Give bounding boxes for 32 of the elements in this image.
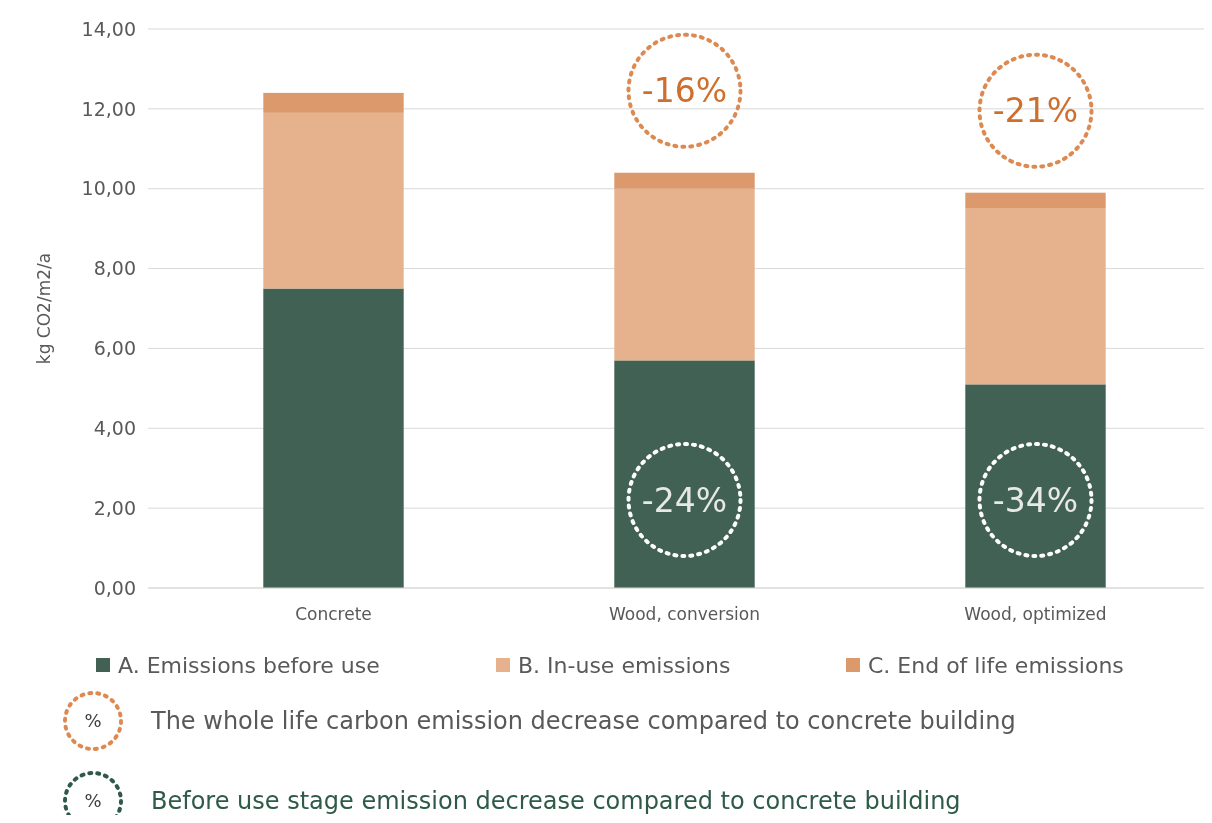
annotation: -24%: [641, 480, 728, 520]
bar: [614, 172, 755, 189]
y-tick-label: 12,00: [81, 97, 136, 120]
y-tick-label: 8,00: [93, 257, 136, 280]
text: %: [84, 790, 102, 812]
y-tick-label: 14,00: [81, 17, 136, 40]
text: Before use stage emission decrease compared to concrete building: [151, 787, 961, 816]
bar: [614, 188, 755, 361]
bar: [614, 360, 755, 588]
bar: [965, 384, 1106, 588]
x-tick-label: Concrete: [295, 604, 372, 624]
text: %: [84, 710, 102, 732]
x-tick-label: Wood, optimized: [964, 604, 1107, 624]
bar: [965, 208, 1106, 385]
legend-label: C. End of life emissions: [868, 652, 1124, 678]
bar: [965, 192, 1106, 209]
text: The whole life carbon emission decrease compared to concrete building: [150, 707, 1016, 736]
y-tick-label: 6,00: [93, 337, 136, 360]
y-axis-title: kg CO2/m2/a: [34, 252, 54, 365]
y-tick-label: 2,00: [93, 496, 136, 519]
legend-label: A. Emissions before use: [118, 652, 380, 678]
bar: [263, 112, 404, 289]
bar: [263, 288, 404, 588]
x-tick-label: Wood, conversion: [609, 604, 760, 624]
y-tick-label: 10,00: [81, 177, 136, 200]
y-tick-label: 0,00: [93, 576, 136, 599]
bar: [263, 92, 404, 113]
legend-label: B. In-use emissions: [518, 652, 731, 678]
annotation: -34%: [992, 480, 1079, 520]
annotation: -21%: [992, 91, 1079, 131]
y-tick-label: 4,00: [93, 416, 136, 439]
annotation: -16%: [641, 71, 728, 111]
